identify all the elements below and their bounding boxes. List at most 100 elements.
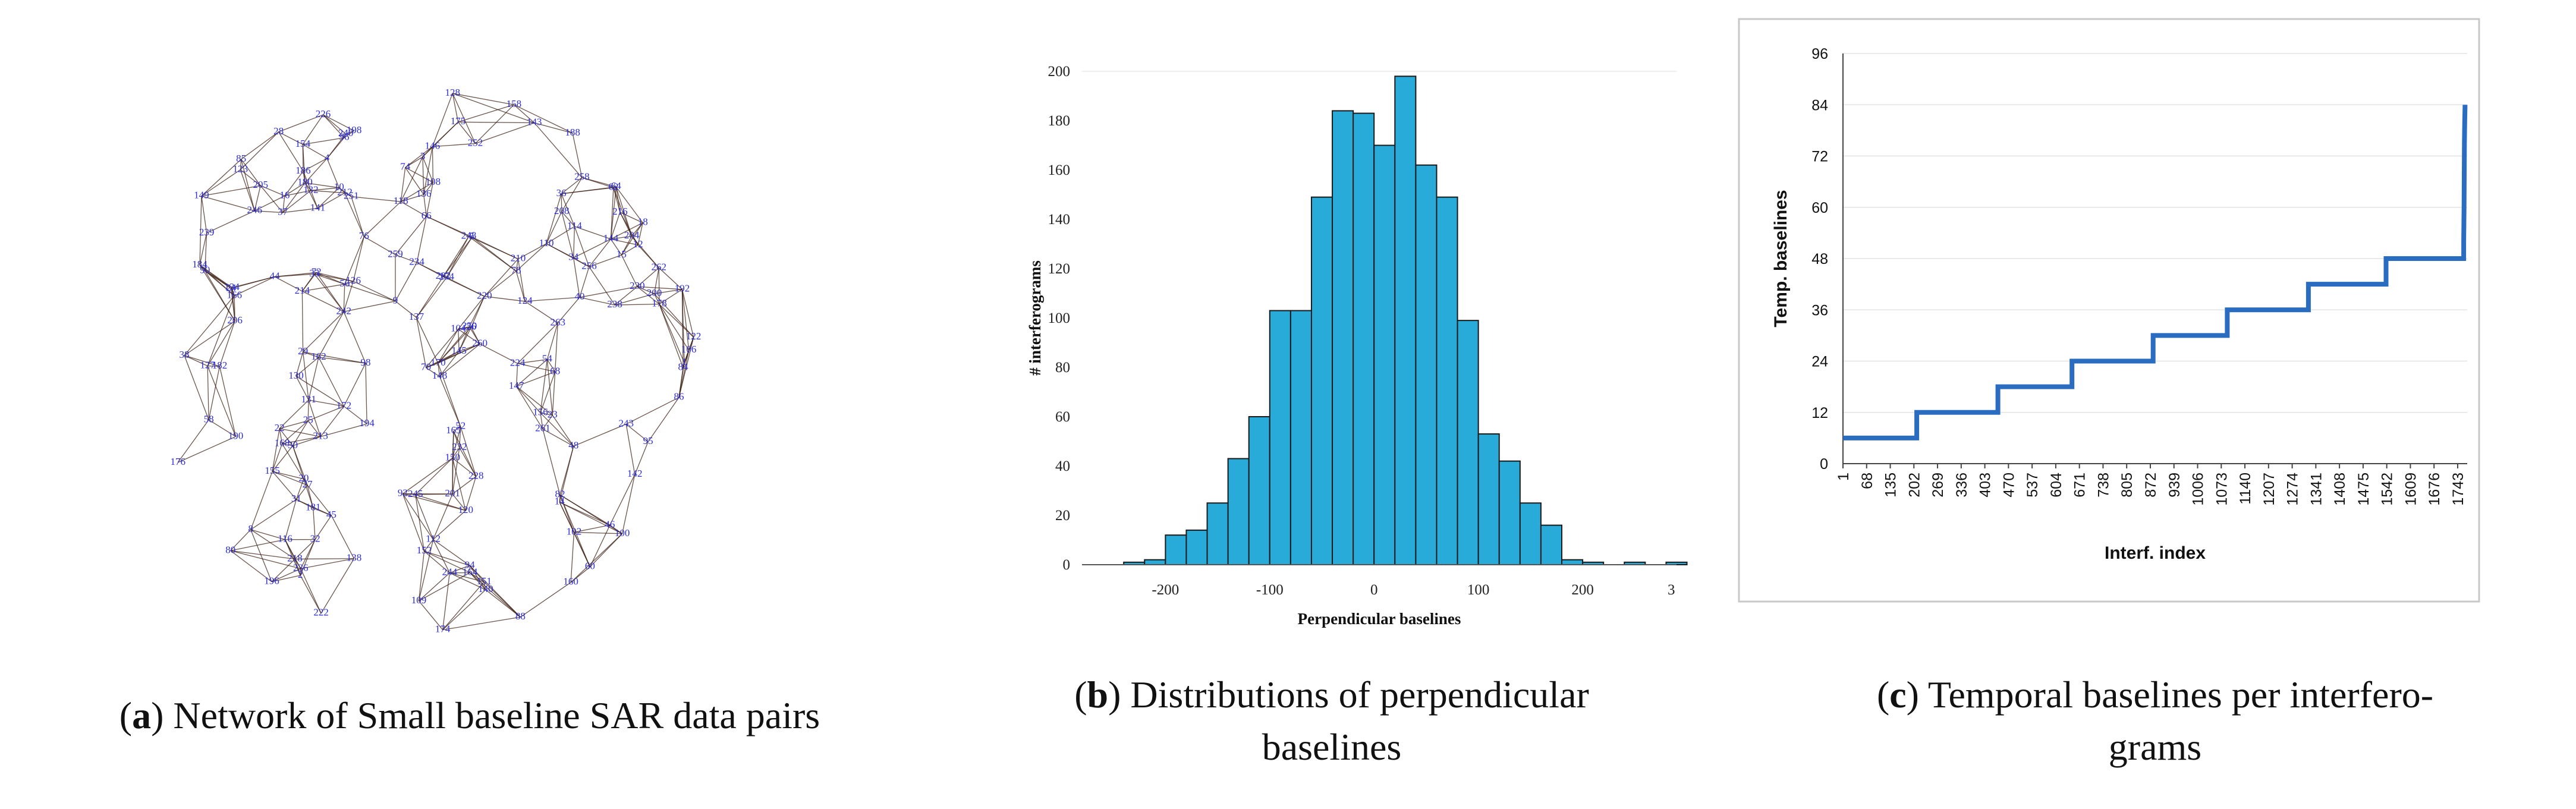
y-tick-label: 36 bbox=[1811, 302, 1828, 319]
network-node-label: 23 bbox=[548, 408, 558, 420]
network-edge bbox=[343, 363, 366, 407]
x-tick-label: 100 bbox=[1467, 582, 1490, 598]
network-edge bbox=[230, 529, 251, 551]
network-edge bbox=[542, 429, 561, 495]
network-edge bbox=[272, 471, 304, 480]
network-edge bbox=[483, 581, 486, 590]
network-edge bbox=[424, 550, 470, 574]
histogram-bar bbox=[1248, 416, 1270, 565]
network-edge bbox=[177, 419, 209, 463]
network-edge bbox=[208, 366, 221, 420]
x-tick-label: 738 bbox=[2095, 473, 2112, 498]
network-node-label: 80 bbox=[225, 544, 235, 555]
network-edge bbox=[351, 196, 401, 202]
network-edge bbox=[611, 238, 639, 245]
network-edge bbox=[254, 195, 285, 212]
network-edge bbox=[589, 266, 615, 306]
network-edge bbox=[546, 193, 562, 244]
network-edge bbox=[589, 525, 611, 567]
histogram-bar bbox=[1394, 75, 1417, 566]
y-tick-label: 160 bbox=[1048, 162, 1071, 178]
network-node-label: 200 bbox=[647, 287, 662, 298]
network-edge bbox=[542, 415, 553, 430]
network-node-label: 70 bbox=[421, 361, 431, 373]
network-node-label: 141 bbox=[310, 202, 326, 213]
network-edge bbox=[423, 182, 433, 195]
network-node-label: 252 bbox=[468, 137, 483, 148]
network-edge bbox=[295, 376, 344, 407]
network-edge bbox=[433, 539, 470, 566]
network-edge bbox=[559, 495, 575, 533]
network-node-label: 104 bbox=[451, 323, 466, 334]
network-edge bbox=[572, 133, 583, 178]
y-tick-label: 72 bbox=[1811, 149, 1828, 165]
network-node-label: 246 bbox=[247, 204, 262, 216]
network-edge bbox=[424, 550, 450, 574]
network-node-label: 196 bbox=[264, 575, 279, 587]
network-edge bbox=[400, 201, 427, 217]
y-tick-label: 24 bbox=[1811, 354, 1828, 370]
caption-a-text: Network of Small baseline SAR data pairs bbox=[163, 694, 820, 736]
network-edge bbox=[318, 311, 344, 358]
network-node-label: 78 bbox=[511, 265, 521, 276]
network-edge bbox=[294, 559, 301, 569]
network-edge bbox=[295, 357, 319, 377]
network-edge bbox=[470, 572, 485, 583]
network-edge bbox=[469, 565, 485, 583]
network-edge bbox=[294, 539, 316, 559]
network-edge bbox=[647, 397, 680, 442]
network-node-label: 198 bbox=[347, 124, 362, 136]
network-edge bbox=[415, 458, 453, 495]
histogram-bar bbox=[1540, 524, 1563, 565]
histogram-bar bbox=[1561, 559, 1584, 566]
network-edge bbox=[515, 270, 526, 302]
network-edge bbox=[552, 415, 574, 447]
x-tick-label: 1341 bbox=[2308, 473, 2325, 506]
network-node-label: 110 bbox=[539, 237, 554, 248]
network-edge bbox=[402, 493, 434, 540]
network-edge bbox=[534, 122, 583, 178]
network-node-label: 22 bbox=[275, 422, 285, 433]
network-edge bbox=[351, 196, 364, 237]
network-edge bbox=[432, 146, 434, 182]
network-node-label: 2 bbox=[298, 569, 303, 580]
caption-a-letter: a bbox=[132, 694, 152, 736]
network-edge bbox=[546, 226, 575, 244]
network-edge bbox=[555, 323, 558, 372]
network-edge bbox=[282, 190, 312, 213]
x-tick-label: 1408 bbox=[2332, 473, 2348, 506]
network-edge bbox=[416, 317, 427, 368]
network-node-label: 206 bbox=[227, 314, 243, 326]
network-node-label: 175 bbox=[451, 115, 466, 127]
network-edge bbox=[201, 185, 261, 197]
network-edge bbox=[540, 359, 548, 413]
network-edge bbox=[307, 485, 314, 508]
network-edge bbox=[479, 344, 518, 364]
y-tick-label: 120 bbox=[1048, 261, 1071, 277]
network-edge bbox=[272, 471, 308, 486]
network-edge bbox=[619, 212, 633, 237]
network-edge bbox=[442, 616, 521, 631]
network-edge bbox=[681, 289, 694, 338]
network-edge bbox=[415, 494, 434, 540]
network-node-label: 90 bbox=[200, 264, 210, 275]
network-edge bbox=[438, 326, 470, 364]
network-node-label: 92 bbox=[398, 487, 408, 499]
network-edge bbox=[615, 187, 621, 213]
network-edge bbox=[303, 137, 345, 145]
x-tick-label: 0 bbox=[1370, 582, 1378, 598]
histogram-bar bbox=[1353, 112, 1375, 566]
network-edge bbox=[313, 508, 316, 540]
network-edge bbox=[613, 187, 621, 213]
network-nodes: 1234589101214151618202223242526272829303… bbox=[170, 87, 701, 635]
x-tick-label: 1542 bbox=[2379, 473, 2396, 506]
y-tick-label: 48 bbox=[1811, 251, 1828, 267]
network-node-label: 160 bbox=[563, 576, 578, 587]
network-edge bbox=[317, 187, 339, 209]
x-tick-label: 604 bbox=[2048, 473, 2065, 498]
network-edge bbox=[254, 185, 261, 211]
network-node-label: 62 bbox=[608, 181, 618, 193]
network-node-label: 16 bbox=[279, 189, 290, 200]
network-node-label: 134 bbox=[224, 281, 240, 292]
network-edge bbox=[559, 495, 591, 567]
